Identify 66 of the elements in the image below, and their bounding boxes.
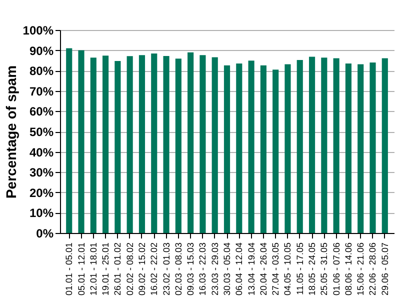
x-tick-label: 20.04 - 26.04	[258, 242, 268, 296]
bar	[284, 64, 291, 233]
x-tick-label: 30.03 - 05.04	[222, 242, 232, 296]
x-tick-label: 13.04 - 19.04	[246, 242, 256, 296]
y-tick-label: 80%	[29, 64, 54, 78]
bar	[308, 56, 316, 233]
bar	[188, 52, 194, 233]
x-tick-label: 23.03 - 29.03	[210, 242, 220, 296]
x-tick-label: 09.02 - 15.02	[136, 242, 147, 296]
y-tick-label: 30%	[29, 166, 54, 180]
x-tick-label: 06.04 - 12.04	[234, 242, 244, 296]
x-tick-label: 09.03 - 15.03	[186, 242, 196, 296]
bar	[272, 70, 279, 233]
bar	[102, 56, 109, 233]
x-tick-label: 02.03 - 08.03	[173, 242, 184, 296]
bar	[126, 56, 133, 233]
x-tick-label: 22.06 - 28.06	[368, 242, 378, 296]
x-tick-label: 15.06 - 21.06	[356, 242, 366, 296]
bar	[212, 57, 218, 233]
bar	[370, 62, 376, 233]
x-tick-label: 18.05 - 24.05	[307, 242, 318, 296]
bar	[66, 48, 72, 233]
x-tick-label: 27.04 - 03.05	[270, 242, 281, 296]
x-tick-label: 05.01 - 12.01	[76, 242, 86, 296]
x-tick-label: 04.05 - 10.05	[282, 242, 293, 296]
x-tick-label: 11.05 - 17.05	[294, 242, 305, 295]
y-tick-label: 70%	[29, 84, 54, 98]
bar	[224, 65, 230, 233]
x-tick-label: 16.03 - 22.03	[198, 242, 208, 296]
bar	[236, 63, 242, 233]
x-tick-label: 16.02 - 22.02	[149, 242, 160, 296]
bar	[296, 60, 303, 233]
x-tick-label: 19.01 - 25.01	[100, 242, 111, 296]
x-tick-label: 25.05 - 31.05	[319, 242, 330, 296]
bar	[345, 63, 352, 233]
x-tick-label: 26.01 - 01.02	[112, 242, 123, 296]
bar	[151, 54, 158, 233]
y-tick-label: 10%	[29, 206, 54, 220]
bar	[248, 60, 254, 233]
y-tick-label: 40%	[29, 145, 54, 160]
bar	[321, 58, 328, 233]
y-tick-label: 100%	[22, 24, 54, 38]
x-tick-label: 01.06 - 07.06	[331, 242, 342, 296]
bar	[90, 58, 96, 233]
x-tick-label: 01.01 - 05.01	[64, 242, 74, 296]
y-tick-label: 50%	[29, 125, 54, 139]
y-tick-label: 0%	[36, 226, 54, 240]
bar	[200, 55, 206, 233]
bar	[114, 61, 121, 233]
y-tick-label: 60%	[29, 104, 54, 119]
y-tick-label: 20%	[29, 186, 54, 200]
x-tick-label: 02.02 - 08.02	[124, 242, 135, 296]
bar	[175, 58, 182, 233]
x-tick-label: 08.06 - 14.06	[343, 242, 354, 296]
bar	[163, 56, 170, 233]
x-tick-label: 23.02 - 01.03	[161, 242, 172, 296]
bar	[333, 58, 340, 233]
bar	[358, 64, 364, 233]
y-tick-label: 90%	[29, 44, 54, 58]
bar	[78, 50, 84, 233]
x-tick-label: 29.06 - 05.07	[380, 242, 390, 296]
x-tick-label: 12.01 - 18.01	[88, 242, 98, 296]
bar	[138, 55, 146, 233]
y-axis-title: Percentage of spam	[2, 65, 19, 199]
bar	[260, 65, 266, 233]
bar	[382, 58, 388, 233]
